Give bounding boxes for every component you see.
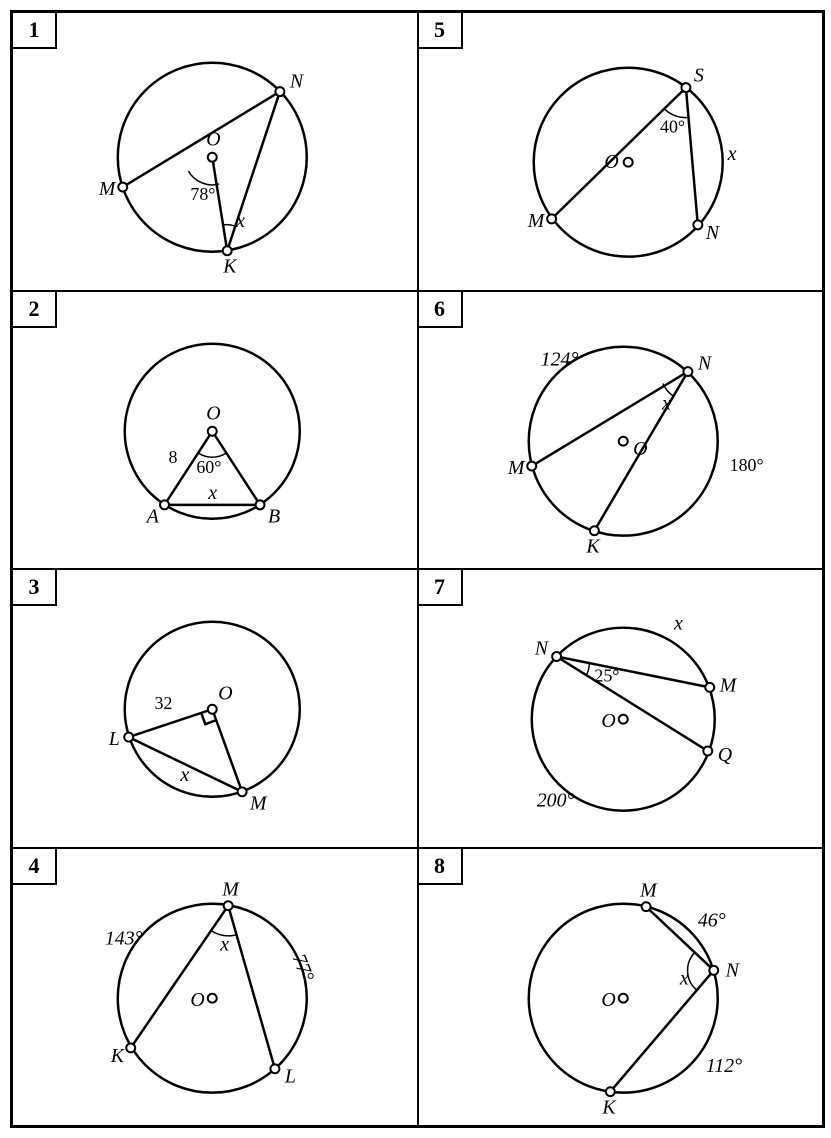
arc-112: 112° <box>705 1054 741 1076</box>
label-K: K <box>222 256 238 278</box>
label-K: K <box>110 1044 126 1066</box>
label-O: O <box>218 682 232 704</box>
label-L: L <box>108 728 120 750</box>
arc-x: x <box>672 613 682 635</box>
diagram-5: S O M N 40° x <box>419 13 823 290</box>
arc-143: 143° <box>105 927 143 949</box>
side-32: 32 <box>155 693 173 713</box>
problem-number: 1 <box>29 17 40 43</box>
problem-number: 4 <box>29 853 40 879</box>
label-M: M <box>526 210 545 232</box>
label-Q: Q <box>717 744 731 766</box>
problem-number-box: 2 <box>13 292 57 328</box>
problem-grid: 1 O N M K 78° x 5 <box>10 10 825 1128</box>
problem-number-box: 5 <box>419 13 463 49</box>
label-M: M <box>718 674 737 696</box>
diagram-4: M O K L x 143° 77° <box>13 849 417 1126</box>
label-O: O <box>604 151 618 173</box>
problem-cell-6: 6 N O M K x 124° 180° <box>418 291 824 570</box>
label-B: B <box>268 505 280 527</box>
label-M: M <box>221 878 240 900</box>
label-O: O <box>206 402 220 424</box>
label-O: O <box>633 438 647 460</box>
angle-x: x <box>678 967 688 989</box>
side-x: x <box>179 764 189 786</box>
angle-x: x <box>219 933 229 955</box>
arc-124: 124° <box>540 348 578 370</box>
arc-200: 200° <box>536 790 574 812</box>
problem-cell-2: 2 O A B 60° 8 x <box>12 291 418 570</box>
problem-number: 8 <box>434 853 445 879</box>
label-L: L <box>284 1065 296 1087</box>
problem-cell-7: 7 N M O Q 25° x 200° <box>418 569 824 848</box>
label-M: M <box>98 178 117 200</box>
label-x: x <box>726 143 736 165</box>
label-O: O <box>206 128 220 150</box>
problem-number: 2 <box>29 296 40 322</box>
diagram-7: N M O Q 25° x 200° <box>419 570 823 847</box>
problem-number: 3 <box>29 574 40 600</box>
problem-number-box: 6 <box>419 292 463 328</box>
label-M: M <box>249 793 268 815</box>
label-N: N <box>533 638 549 660</box>
side-x: x <box>207 481 217 503</box>
problem-number-box: 8 <box>419 849 463 885</box>
label-K: K <box>601 1096 617 1118</box>
angle-25: 25° <box>594 665 619 685</box>
problem-number-box: 1 <box>13 13 57 49</box>
side-8: 8 <box>169 447 178 467</box>
angle-40: 40° <box>660 116 685 136</box>
angle-x: x <box>235 210 245 232</box>
problem-number: 5 <box>434 17 445 43</box>
label-N: N <box>289 71 305 93</box>
arc-180: 180° <box>729 455 763 475</box>
problem-cell-3: 3 O L M 32 x <box>12 569 418 848</box>
problem-cell-1: 1 O N M K 78° x <box>12 12 418 291</box>
problem-cell-8: 8 M N O K x 46° 112° <box>418 848 824 1127</box>
label-M: M <box>506 457 525 479</box>
diagram-6: N O M K x 124° 180° <box>419 292 823 569</box>
diagram-8: M N O K x 46° 112° <box>419 849 823 1126</box>
problem-number-box: 7 <box>419 570 463 606</box>
label-A: A <box>145 505 160 527</box>
arc-46: 46° <box>697 909 725 931</box>
diagram-1: O N M K 78° x <box>13 13 417 290</box>
diagram-3: O L M 32 x <box>13 570 417 847</box>
angle-x: x <box>661 392 671 414</box>
diagram-2: O A B 60° 8 x <box>13 292 417 569</box>
problem-number: 7 <box>434 574 445 600</box>
label-S: S <box>693 65 703 87</box>
angle-60: 60° <box>196 457 221 477</box>
label-N: N <box>696 352 712 374</box>
label-O: O <box>601 989 615 1011</box>
problem-number-box: 3 <box>13 570 57 606</box>
label-M: M <box>639 879 658 901</box>
angle-78: 78° <box>190 184 215 204</box>
problem-number-box: 4 <box>13 849 57 885</box>
label-N: N <box>704 222 720 244</box>
problem-cell-5: 5 S O M N 40° x <box>418 12 824 291</box>
problem-number: 6 <box>434 296 445 322</box>
label-N: N <box>724 959 740 981</box>
label-O: O <box>601 710 615 732</box>
label-K: K <box>585 535 601 557</box>
label-O: O <box>190 989 204 1011</box>
problem-cell-4: 4 M O K L x 143° 77° <box>12 848 418 1127</box>
arc-77: 77° <box>287 950 318 984</box>
